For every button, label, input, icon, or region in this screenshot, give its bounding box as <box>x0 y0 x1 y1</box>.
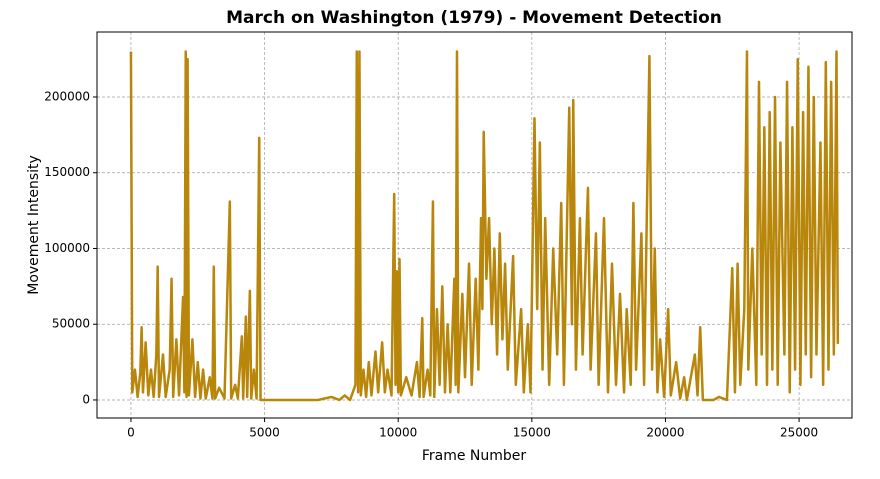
data-line <box>129 50 840 402</box>
chart-title: March on Washington (1979) - Movement De… <box>226 8 722 28</box>
x-tick-label: 20000 <box>646 426 684 440</box>
x-tick-label: 25000 <box>780 426 818 440</box>
y-tick-label: 50000 <box>52 317 90 331</box>
plot-frame <box>96 31 853 419</box>
y-tick-label: 200000 <box>44 89 90 103</box>
x-axis-label: Frame Number <box>422 448 527 464</box>
y-tick-label: 100000 <box>44 241 90 255</box>
y-tick-label: 150000 <box>44 165 90 179</box>
x-tick-label: 5000 <box>249 426 280 440</box>
y-axis-label: Movement Intensity <box>26 155 42 295</box>
y-tick-label: 0 <box>82 392 90 406</box>
x-tick-label: 15000 <box>513 426 551 440</box>
x-tick-label: 10000 <box>379 426 417 440</box>
x-tick-label: 0 <box>127 426 135 440</box>
